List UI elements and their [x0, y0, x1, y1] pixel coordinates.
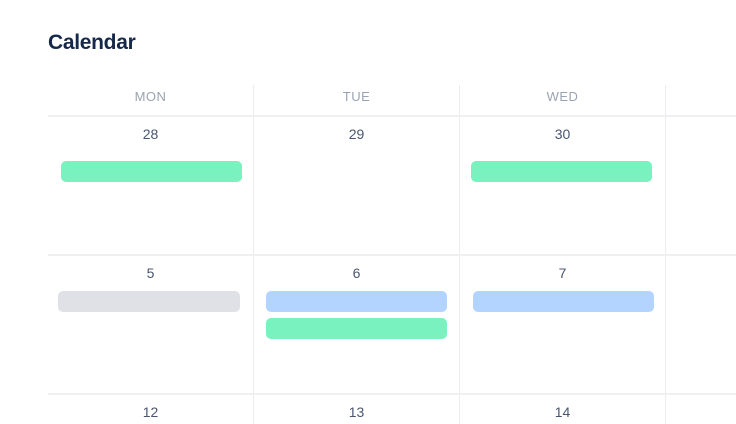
date-cell[interactable]: 5	[146, 265, 155, 281]
row-divider	[48, 254, 736, 256]
event-bar[interactable]	[473, 291, 654, 312]
day-header-wed: WED	[546, 89, 579, 104]
date-cell[interactable]: 28	[142, 126, 159, 142]
date-cell[interactable]: 14	[554, 404, 571, 420]
date-cell[interactable]: 6	[352, 265, 361, 281]
event-bar[interactable]	[61, 161, 242, 182]
event-bar[interactable]	[471, 161, 652, 182]
event-bar[interactable]	[58, 291, 240, 312]
event-bar[interactable]	[266, 318, 447, 339]
day-header-mon: MON	[134, 89, 167, 104]
date-cell[interactable]: 29	[348, 126, 365, 142]
day-header-tue: TUE	[342, 89, 371, 104]
date-cell[interactable]: 7	[558, 265, 567, 281]
date-cell[interactable]: 13	[348, 404, 365, 420]
event-bar[interactable]	[266, 291, 447, 312]
row-divider	[48, 115, 736, 117]
date-cell[interactable]: 30	[554, 126, 571, 142]
date-cell[interactable]: 12	[142, 404, 159, 420]
row-divider	[48, 393, 736, 395]
page-title: Calendar	[48, 31, 136, 54]
